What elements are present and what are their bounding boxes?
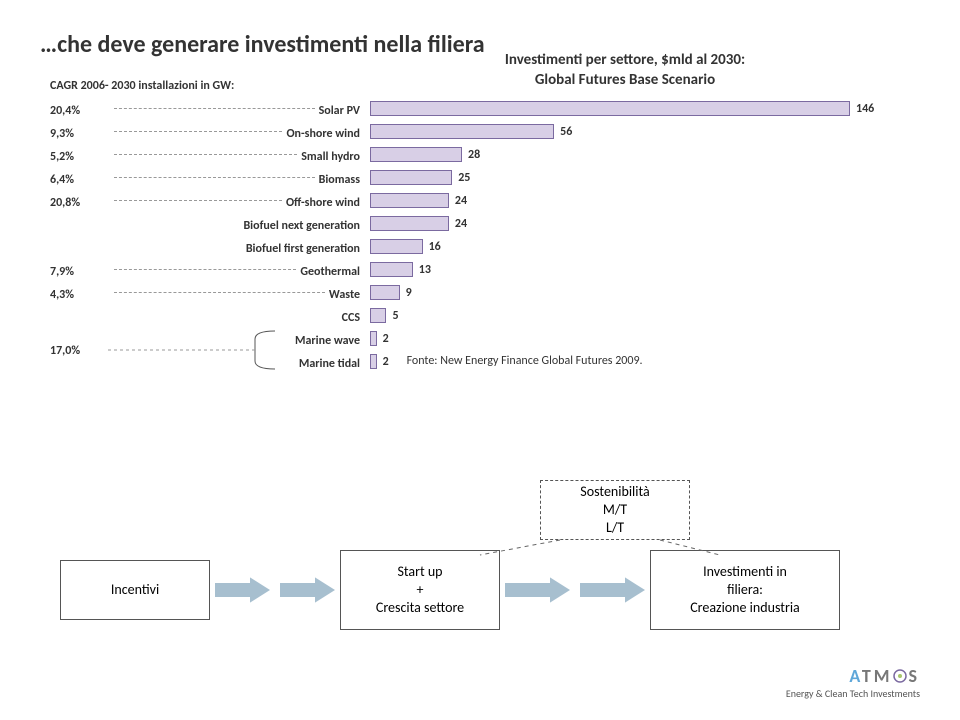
chart-title-line2: Global Futures Base Scenario [535, 71, 715, 89]
category-row: CCS [50, 306, 360, 329]
flow-box4-l3: Creazione industria [690, 599, 800, 616]
chart-left-labels: CAGR 2006- 2030 installazioni in GW: 20,… [50, 79, 360, 375]
chart-title-line1: Investimenti per settore, $mld al 2030: [505, 51, 745, 69]
bar-value: 56 [560, 125, 572, 139]
bar-value: 2 [383, 355, 389, 369]
bar-value: 25 [458, 171, 470, 185]
flow-box-startup: Start up + Crescita settore [340, 550, 500, 630]
cagr-value: 20,4% [50, 104, 110, 118]
category-name: Marine tidal [299, 357, 360, 371]
category-row: Marine tidal [50, 352, 360, 375]
cagr-value: 4,3% [50, 288, 110, 302]
bar-row: 2 [370, 327, 890, 350]
bar [370, 239, 423, 254]
flow-diagram: Incentivi Start up + Crescita settore So… [60, 480, 880, 660]
category-name: Small hydro [301, 150, 360, 164]
flow-box-investimenti: Investimenti in filiera: Creazione indus… [650, 550, 840, 630]
bar-row: 24 [370, 212, 890, 235]
bar-value: 24 [455, 217, 467, 231]
category-name: Off-shore wind [286, 196, 360, 210]
bar-row: 5 [370, 304, 890, 327]
bar [370, 216, 449, 231]
category-name: CCS [342, 311, 360, 325]
flow-box3-l3: L/T [606, 519, 624, 536]
category-name: Solar PV [319, 104, 360, 118]
category-name: Biomass [319, 173, 360, 187]
category-row: 20,8% Off-shore wind [50, 191, 360, 214]
bar-value: 24 [455, 194, 467, 208]
category-row: Biofuel first generation [50, 237, 360, 260]
chart-source: Fonte: New Energy Finance Global Futures… [407, 354, 643, 368]
bar [370, 147, 462, 162]
category-row: 6,4% Biomass [50, 168, 360, 191]
bar-value: 2 [383, 332, 389, 346]
cagr-value: 6,4% [50, 173, 110, 187]
dash-line [114, 292, 325, 293]
category-name: Waste [329, 288, 360, 302]
flow-box4-l2: filiera: [727, 581, 763, 598]
flow-box3-l1: Sostenibilità [580, 483, 649, 500]
dash-line [114, 177, 315, 178]
bar-row: 25 [370, 166, 890, 189]
cagr-value: 7,9% [50, 265, 110, 279]
logo: ATMS Energy & Clean Tech Investments [786, 665, 920, 700]
category-name: Marine wave [295, 334, 360, 348]
flow-box-incentivi: Incentivi [60, 560, 210, 620]
bar-value: 16 [429, 240, 441, 254]
flow-box-sostenibilita: Sostenibilità M/T L/T [540, 480, 690, 540]
category-row: 7,9% Geothermal [50, 260, 360, 283]
bar-value: 28 [468, 148, 480, 162]
bar [370, 308, 386, 323]
dash-line [114, 269, 296, 270]
bar-chart: Investimenti per settore, $mld al 2030: … [40, 79, 920, 429]
category-name: On-shore wind [286, 127, 360, 141]
logo-tagline: Energy & Clean Tech Investments [786, 687, 920, 700]
cagr-value: 20,8% [50, 196, 110, 210]
category-row: 4,3% Waste [50, 283, 360, 306]
bar-row: 13 [370, 258, 890, 281]
bar [370, 354, 377, 369]
cagr-value: 9,3% [50, 127, 110, 141]
chart-title: Investimenti per settore, $mld al 2030: … [370, 51, 880, 90]
category-row: 9,3% On-shore wind [50, 122, 360, 145]
cagr-value: 5,2% [50, 150, 110, 164]
dash-line [114, 108, 315, 109]
flow-box2-l3: Crescita settore [376, 599, 464, 616]
category-row: Biofuel next generation [50, 214, 360, 237]
bar [370, 262, 413, 277]
dash-line [114, 131, 282, 132]
bar-row: 9 [370, 281, 890, 304]
flow-box2-l2: + [417, 581, 424, 598]
dash-line [114, 154, 297, 155]
bar-value: 13 [419, 263, 431, 277]
bar-row: 16 [370, 235, 890, 258]
bar [370, 193, 449, 208]
bar [370, 331, 377, 346]
bar-value: 146 [856, 102, 874, 116]
bar-row: 24 [370, 189, 890, 212]
chart-bars: 146562825242416139522 [370, 97, 890, 373]
category-row: 20,4% Solar PV [50, 99, 360, 122]
bar-row: 56 [370, 120, 890, 143]
flow-box3-l2: M/T [603, 501, 627, 518]
bar-row: 28 [370, 143, 890, 166]
bar [370, 170, 452, 185]
bar-row: 146 [370, 97, 890, 120]
bar [370, 285, 400, 300]
bar [370, 124, 554, 139]
bar-value: 5 [392, 309, 398, 323]
category-name: Biofuel first generation [246, 242, 360, 256]
flow-box2-l1: Start up [397, 563, 442, 580]
logo-brand: ATMS [786, 665, 920, 687]
bar-value: 9 [406, 286, 412, 300]
flow-box4-l1: Investimenti in [703, 563, 787, 580]
category-name: Geothermal [300, 265, 360, 279]
bar [370, 101, 850, 116]
cagr-header: CAGR 2006- 2030 installazioni in GW: [50, 79, 360, 93]
category-name: Biofuel next generation [243, 219, 360, 233]
category-row: Marine wave [50, 329, 360, 352]
dash-line [114, 200, 282, 201]
category-row: 5,2% Small hydro [50, 145, 360, 168]
